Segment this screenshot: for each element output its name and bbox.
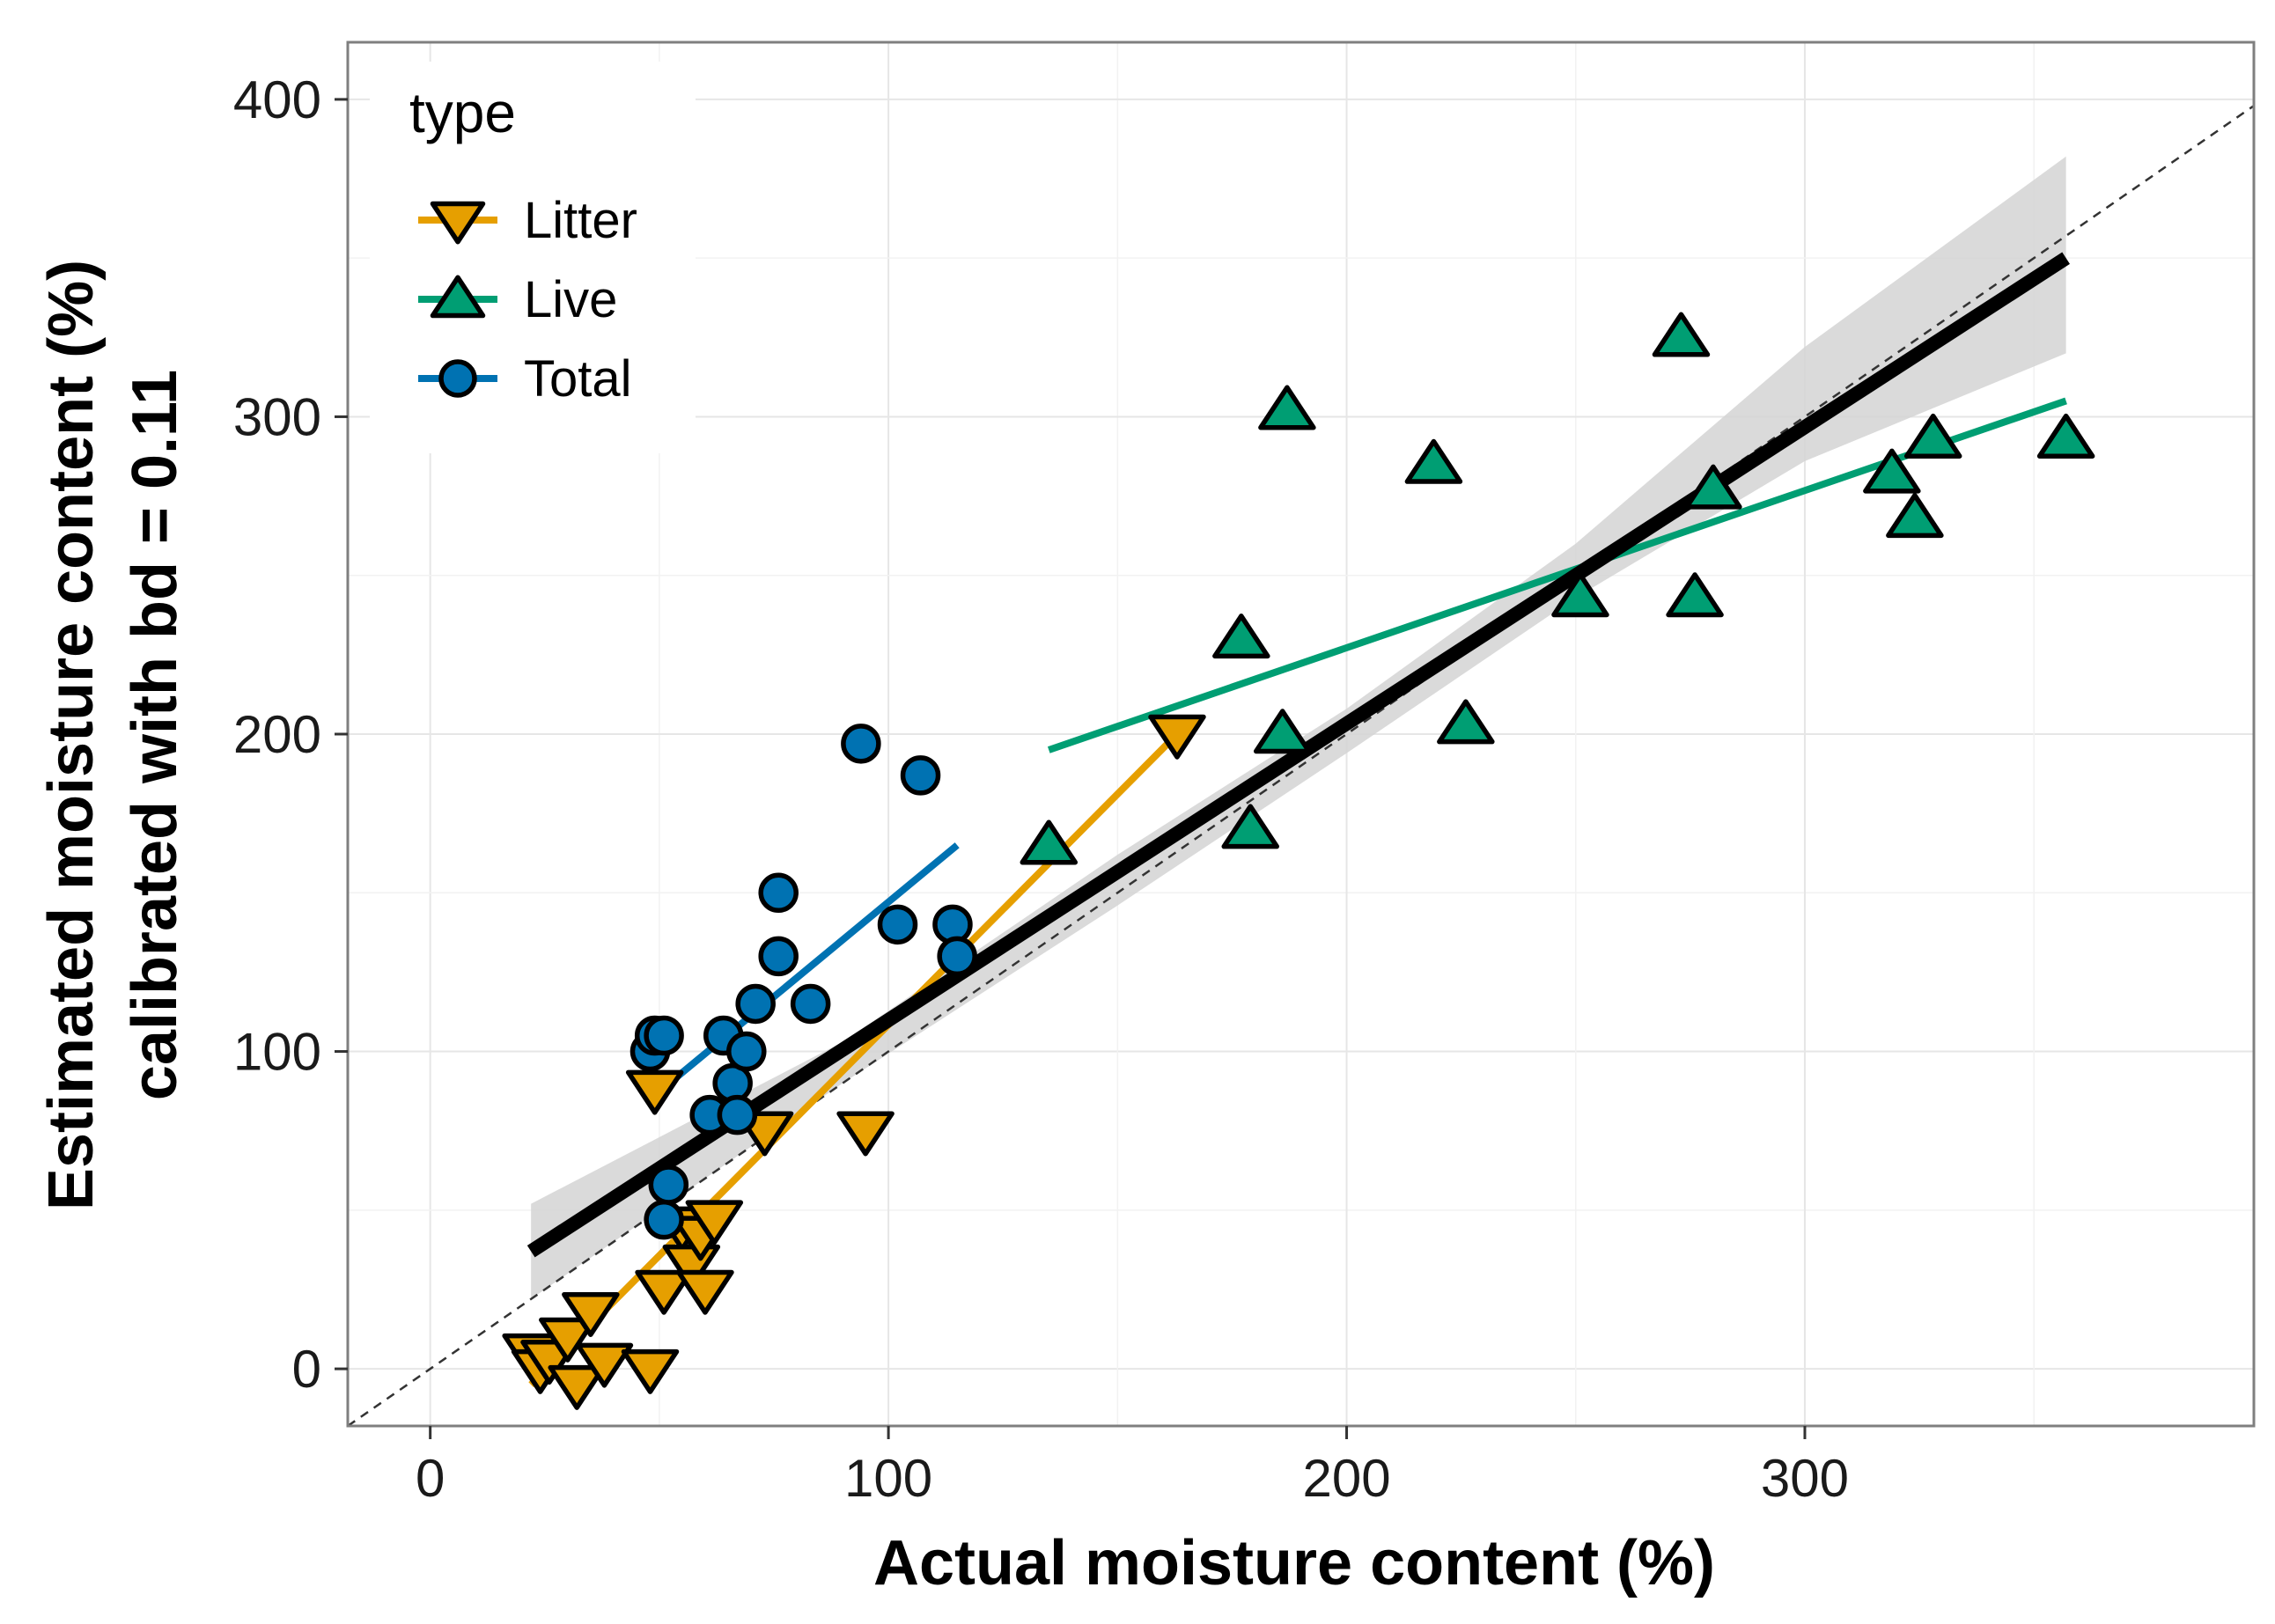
y-tick-label: 100 — [233, 1023, 321, 1082]
live-point — [2036, 413, 2095, 459]
litter-point — [575, 1342, 634, 1388]
x-axis-title: Actual moisture content (%) — [873, 1528, 1715, 1598]
total-point — [758, 872, 799, 914]
live-point — [1258, 385, 1316, 430]
live-point — [1221, 804, 1280, 849]
live-point — [1652, 312, 1711, 357]
total-point — [937, 936, 977, 977]
total-point — [717, 1094, 758, 1135]
data-points-group — [502, 312, 2095, 1410]
legend-label-total: Total — [524, 350, 632, 408]
x-axis-ticks: 0 100 200 300 — [416, 1426, 1849, 1508]
total-point — [726, 1031, 767, 1072]
x-tick-label: 200 — [1302, 1449, 1390, 1508]
x-tick-label: 300 — [1761, 1449, 1849, 1508]
total-point — [644, 1015, 684, 1056]
live-point — [1551, 572, 1609, 618]
confidence-band-group — [531, 156, 2066, 1299]
legend-items: Litter Live Total — [418, 192, 637, 408]
legend-background — [370, 62, 696, 453]
total-point — [841, 724, 881, 764]
legend-label-live: Live — [524, 271, 617, 328]
legend-title: type — [409, 81, 516, 144]
litter-point — [635, 1269, 693, 1315]
total-point — [790, 983, 831, 1025]
y-axis-title-line2: calibrated with bd = 0.11 — [120, 370, 190, 1100]
y-tick-label: 300 — [233, 387, 321, 446]
litter-point — [676, 1269, 734, 1315]
y-tick-label: 400 — [233, 70, 321, 129]
confidence-band — [531, 156, 2066, 1299]
litter-point — [685, 1200, 744, 1246]
live-point — [1212, 614, 1270, 659]
live-point — [1903, 413, 1962, 459]
legend-key-circle — [438, 359, 477, 398]
y-tick-label: 200 — [233, 705, 321, 764]
total-point — [648, 1165, 689, 1205]
litter-point — [562, 1291, 620, 1337]
live-point — [1886, 493, 1944, 539]
overall-fit-line — [526, 252, 2070, 1258]
total-point — [758, 936, 799, 977]
legend-key-triangle-up — [430, 275, 486, 319]
x-tick-label: 0 — [416, 1449, 445, 1508]
y-axis-ticks: 0 100 200 300 400 — [233, 70, 348, 1399]
litter-point — [621, 1348, 680, 1394]
total-fit-line — [647, 842, 960, 1102]
live-point — [1666, 572, 1724, 618]
total-point — [644, 1199, 684, 1240]
live-point — [1684, 464, 1742, 510]
live-point — [1020, 819, 1079, 865]
litter-point — [1148, 714, 1206, 760]
legend: type Litter Live Total — [370, 62, 696, 453]
total-point — [877, 904, 918, 945]
x-tick-label: 100 — [844, 1449, 932, 1508]
total-point — [735, 983, 776, 1025]
litter-point — [625, 1069, 684, 1115]
live-point — [1404, 438, 1463, 484]
y-axis-title-line1: Estimated moisture content (%) — [36, 260, 107, 1210]
live-point — [1863, 448, 1921, 494]
litter-point — [836, 1111, 895, 1157]
litter-point — [539, 1317, 597, 1363]
legend-key-triangle-down — [430, 201, 486, 245]
litter-point — [548, 1364, 606, 1410]
live-point — [1437, 699, 1495, 745]
live-point — [1253, 709, 1312, 754]
y-tick-label: 0 — [292, 1340, 321, 1399]
total-point — [900, 755, 941, 796]
legend-label-litter: Litter — [524, 192, 637, 249]
